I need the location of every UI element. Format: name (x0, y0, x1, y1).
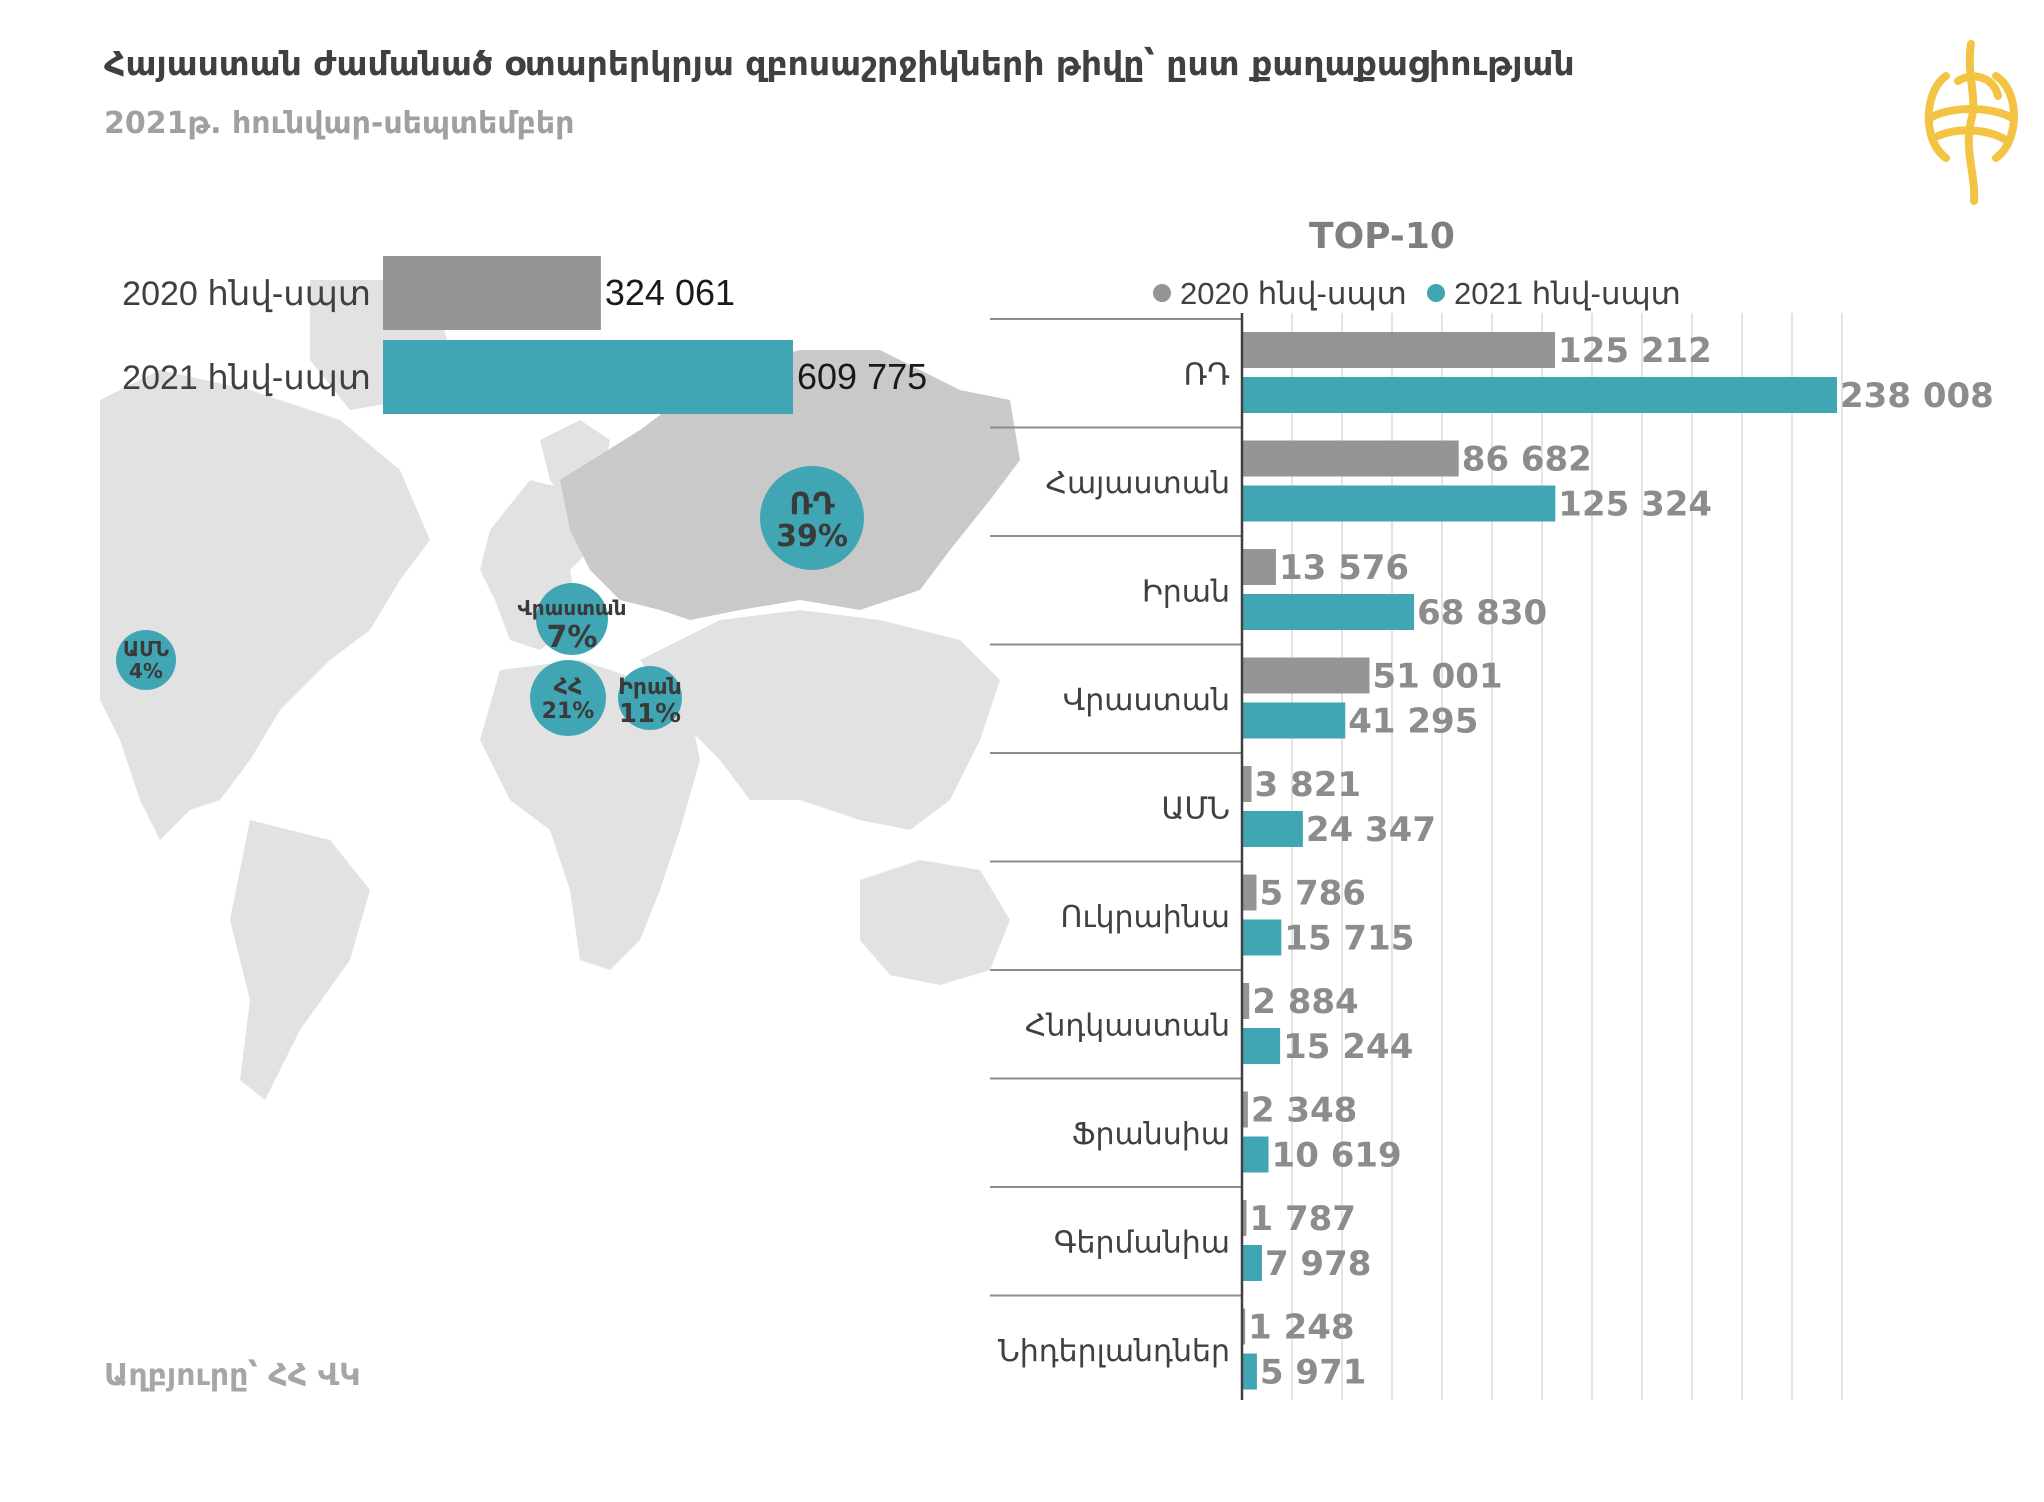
map-bubble-pct: 39% (776, 519, 848, 554)
legend-label: 2020 հնվ-սպտ (1180, 276, 1407, 311)
bar-2021 (1242, 485, 1556, 522)
map-panel: 2020 հնվ-սպտ 324 061 2021 հնվ-սպտ 609 775 Ռ… (100, 256, 1020, 1100)
bar-2020 (1242, 1091, 1248, 1128)
category-label: Գերմանիա (1054, 1225, 1230, 1260)
bar-value-label: 86 682 (1462, 440, 1592, 480)
map-bubble-label: ՌԴ (789, 487, 834, 522)
source-note: Աղբյուրը՝ ՀՀ ՎԿ (104, 1358, 361, 1393)
bar-2021 (1242, 1245, 1262, 1281)
bar-value-label: 1 248 (1248, 1308, 1354, 1348)
map-bubble (536, 583, 608, 655)
bar-2021 (1242, 1028, 1281, 1064)
category-label: ԱՄՆ (1161, 791, 1230, 826)
bar-2020 (1242, 549, 1276, 585)
bar-value-label: 24 347 (1306, 810, 1436, 850)
bar-2021 (1242, 702, 1346, 739)
bar-2020 (1242, 657, 1370, 694)
bar-value-label: 2 348 (1251, 1091, 1357, 1131)
bar-2021 (1242, 1353, 1257, 1390)
north-america-shape (100, 370, 430, 840)
bar-value-label: 10 619 (1272, 1136, 1402, 1176)
map-bubble (618, 666, 682, 730)
bar-2020 (1242, 983, 1250, 1019)
map-bubble-pct: 7% (547, 620, 598, 655)
bar-value-label: 1 787 (1249, 1199, 1355, 1239)
bar-2021 (1242, 1136, 1269, 1173)
category-label: ՌԴ (1184, 357, 1230, 392)
bar-value-label: 68 830 (1417, 593, 1547, 633)
map-bubble (530, 660, 606, 736)
legend-marker (1153, 284, 1171, 302)
bar-value-label: 7 978 (1265, 1244, 1371, 1284)
map-bubble-label: ԱՄՆ (123, 637, 169, 661)
chart-subtitle: 2021թ. հունվար-սեպտեմբեր (104, 106, 575, 141)
bar-2020 (1242, 874, 1257, 911)
bar-value-label: 2 884 (1252, 982, 1358, 1022)
bar-2021 (1242, 919, 1282, 956)
map-bubble-pct: 11% (619, 699, 681, 729)
map-bubble-pct: 4% (129, 659, 163, 683)
chart-title: Հայաստան ժամանած օտարերկրյա զբոսաշրջիկնե… (104, 44, 1575, 83)
category-label: Իրան (1142, 574, 1230, 609)
legend-marker (1427, 284, 1445, 302)
totals-category-label: 2021 հնվ-սպտ (122, 359, 371, 397)
bar-2021 (1242, 594, 1415, 630)
bar-value-label: 5 971 (1260, 1353, 1366, 1393)
asia-shape (640, 610, 1000, 830)
bar-value-label: 125 212 (1558, 331, 1712, 371)
bar-2020 (1242, 1308, 1246, 1345)
top10-title: TOP-10 (1309, 216, 1455, 257)
africa-shape (480, 660, 700, 970)
bar-2020 (1242, 766, 1252, 802)
map-bubble-label: Վրաստան (517, 596, 626, 620)
totals-bar (383, 256, 601, 330)
australia-shape (860, 860, 1010, 985)
bar-2020 (1242, 332, 1556, 368)
map-bubble-pct: 21% (542, 699, 595, 724)
map-bubble-label: Իրան (618, 675, 682, 700)
totals-bar-chart: 2020 հնվ-սպտ 324 061 2021 հնվ-սպտ 609 775 (122, 256, 927, 414)
category-label: Ուկրաինա (1061, 900, 1231, 935)
bar-value-label: 15 244 (1283, 1027, 1413, 1067)
world-map (100, 280, 1020, 1100)
category-label: Ֆրանսիա (1072, 1117, 1230, 1152)
bar-value-label: 15 715 (1284, 919, 1414, 959)
totals-value-label: 609 775 (797, 356, 927, 397)
totals-bar (383, 340, 793, 414)
category-label: Հնդկաստան (1025, 1008, 1230, 1043)
bar-value-label: 3 821 (1255, 765, 1361, 805)
category-label: Վրաստան (1063, 683, 1230, 718)
bar-value-label: 41 295 (1348, 702, 1478, 742)
bar-2021 (1242, 377, 1838, 413)
bar-value-label: 238 008 (1840, 376, 1994, 416)
legend: 2020 հնվ-սպտ 2021 հնվ-սպտ (1153, 276, 1681, 311)
bar-value-label: 51 001 (1373, 657, 1503, 697)
top10-chart: TOP-10 2020 հնվ-սպտ 2021 հնվ-սպտ ՌԴ 125 212 2… (990, 216, 1994, 1400)
legend-label: 2021 հնվ-սպտ (1454, 276, 1681, 311)
category-label: Նիդերլանդներ (998, 1334, 1230, 1369)
bar-value-label: 125 324 (1558, 485, 1712, 525)
map-bubble-label: ՀՀ (554, 675, 583, 700)
logo-emblem (1924, 40, 2018, 205)
south-america-shape (230, 820, 370, 1100)
map-bubble (116, 630, 176, 690)
bar-value-label: 5 786 (1259, 874, 1365, 914)
map-bubble (760, 466, 864, 570)
bar-2020 (1242, 1200, 1247, 1236)
totals-value-label: 324 061 (605, 272, 735, 313)
category-label: Հայաստան (1045, 466, 1230, 501)
totals-category-label: 2020 հնվ-սպտ (122, 275, 371, 313)
bar-2021 (1242, 811, 1303, 847)
bar-2020 (1242, 440, 1459, 477)
bar-value-label: 13 576 (1279, 548, 1409, 588)
